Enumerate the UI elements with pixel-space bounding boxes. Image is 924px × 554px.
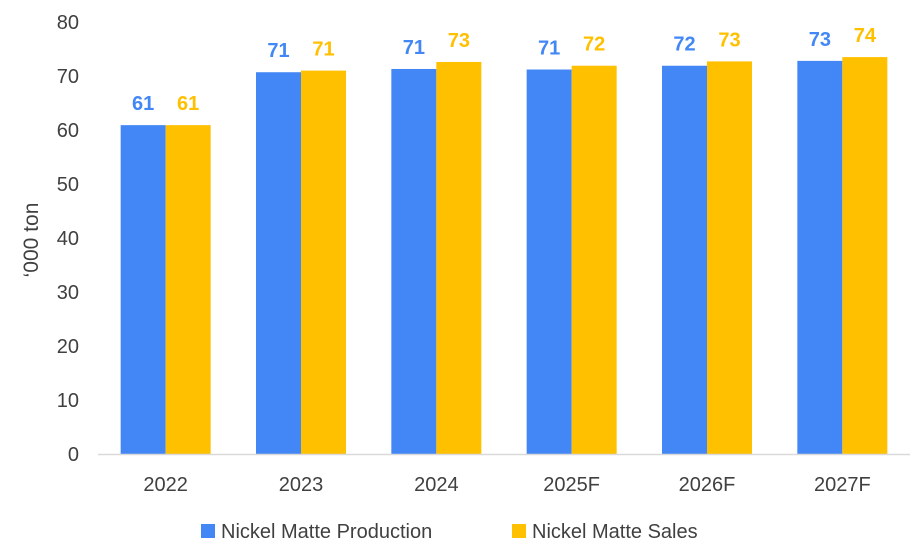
data-label-production-2027F: 73 (809, 29, 831, 51)
bar-sales-2023 (301, 70, 346, 454)
data-label-production-2026F: 72 (673, 34, 695, 56)
data-label-sales-2024: 73 (448, 30, 470, 52)
data-label-production-2025F: 71 (538, 38, 560, 60)
y-tick-label: 50 (57, 174, 79, 196)
bar-production-2027F (797, 60, 843, 454)
y-tick-label: 70 (57, 66, 79, 88)
legend-swatch-production (201, 524, 215, 538)
data-label-sales-2026F: 73 (718, 29, 740, 51)
y-tick-label: 60 (57, 120, 79, 142)
y-tick-label: 80 (57, 12, 79, 34)
y-tick-label: 10 (57, 390, 79, 412)
x-tick-label: 2024 (414, 474, 459, 496)
data-label-sales-2022: 61 (177, 93, 199, 115)
x-tick-label: 2023 (279, 474, 324, 496)
y-tick-label: 0 (68, 444, 79, 466)
x-tick-label: 2026F (679, 474, 736, 496)
x-tick-label: 2022 (143, 474, 188, 496)
y-tick-label: 20 (57, 336, 79, 358)
data-label-production-2024: 71 (403, 37, 425, 59)
data-label-production-2022: 61 (132, 93, 154, 115)
data-labels: 61 61 71 71 71 73 71 72 72 73 73 74 (132, 25, 877, 115)
bar-production-2026F (662, 65, 707, 455)
bar-production-2023 (256, 72, 301, 454)
y-axis-label: ‘000 ton (20, 203, 43, 278)
bar-sales-2026F (707, 61, 752, 455)
data-label-production-2023: 71 (267, 40, 289, 62)
legend-swatch-sales (512, 524, 526, 538)
x-axis-ticks: 2022 2023 2024 2025F 2026F 2027F (143, 474, 870, 496)
x-tick-label: 2025F (543, 474, 600, 496)
bar-production-2022 (120, 125, 166, 454)
bar-sales-2025F (571, 65, 617, 455)
bar-sales-2022 (165, 125, 211, 454)
data-label-sales-2025F: 72 (583, 34, 605, 56)
x-tick-label: 2027F (814, 474, 871, 496)
bars (120, 57, 888, 455)
bar-sales-2024 (436, 61, 482, 455)
y-tick-label: 40 (57, 228, 79, 250)
y-tick-label: 30 (57, 282, 79, 304)
data-label-sales-2027F: 74 (854, 25, 877, 47)
data-label-sales-2023: 71 (312, 39, 334, 61)
bar-production-2025F (526, 69, 572, 455)
bar-production-2024 (391, 68, 437, 454)
legend: Nickel Matte Production Nickel Matte Sal… (201, 521, 698, 543)
legend-label-production: Nickel Matte Production (221, 521, 432, 543)
bar-sales-2027F (842, 57, 888, 454)
legend-label-sales: Nickel Matte Sales (532, 521, 698, 543)
y-axis-ticks: 0 10 20 30 40 50 60 70 80 (57, 12, 79, 466)
